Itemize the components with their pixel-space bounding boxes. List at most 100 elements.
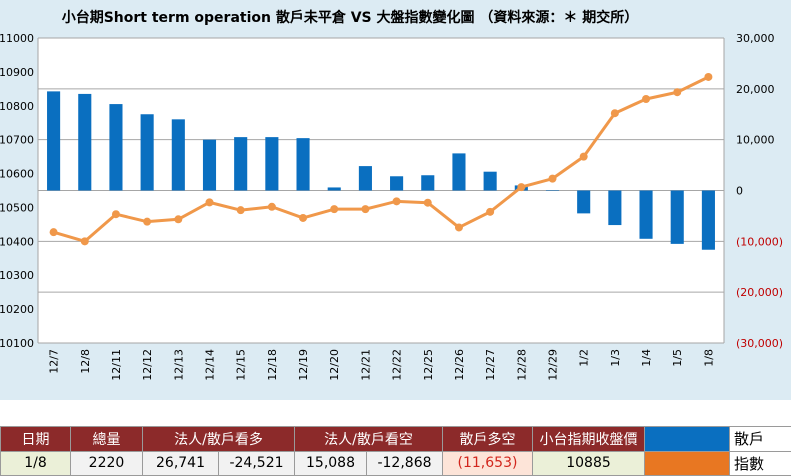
- x-tick-label: 1/5: [671, 349, 684, 367]
- index-point: [143, 217, 152, 226]
- x-tick-label: 12/12: [141, 349, 154, 381]
- index-point: [642, 95, 651, 103]
- right-tick-label: 10,000: [736, 134, 775, 147]
- x-tick-label: 12/25: [422, 349, 435, 381]
- bar: [47, 91, 61, 191]
- x-tick-label: 12/15: [235, 349, 248, 381]
- chart-svg: 11000 10900 10800 10700 10600 10500 10400 10300…: [0, 32, 783, 381]
- index-point: [174, 215, 183, 224]
- header-net: 散戶多空: [442, 426, 533, 452]
- bar: [358, 166, 372, 191]
- bar: [701, 190, 715, 250]
- data-table: 日期 總量 法人/散戶看多 法人/散戶看空 散戶多空 小台指期收盤價 散戶 1/…: [0, 426, 791, 476]
- bar: [390, 176, 404, 191]
- bar: [670, 190, 684, 244]
- index-point: [517, 183, 526, 192]
- cell-long-inst: 26,741: [142, 450, 219, 476]
- left-tick-label: 10600: [0, 168, 34, 181]
- bar: [452, 153, 466, 191]
- x-tick-label: 12/19: [297, 349, 310, 381]
- bar: [234, 137, 248, 191]
- index-point: [299, 213, 308, 222]
- x-tick-label: 12/26: [453, 349, 466, 381]
- legend-label-index: 指數: [729, 450, 791, 476]
- cell-net: (11,653): [442, 450, 533, 476]
- x-tick-label: 12/29: [547, 349, 560, 381]
- cell-short-retail: -12,868: [366, 450, 443, 476]
- index-point: [49, 228, 58, 237]
- left-tick-label: 10100: [0, 337, 34, 350]
- right-tick-label: 30,000: [736, 32, 775, 45]
- x-tick-label: 1/2: [578, 349, 591, 367]
- index-point: [111, 210, 120, 219]
- bar: [608, 190, 622, 226]
- bar: [296, 138, 310, 191]
- x-tick-label: 12/21: [359, 349, 372, 381]
- header-short: 法人/散戶看空: [294, 426, 443, 452]
- header-date: 日期: [0, 426, 71, 452]
- bar: [545, 190, 560, 191]
- left-tick-label: 10400: [0, 235, 34, 248]
- index-point: [423, 198, 432, 207]
- right-tick-label: (20,000): [736, 286, 783, 299]
- index-point: [236, 206, 245, 215]
- x-tick-label: 12/22: [391, 349, 404, 381]
- legend-swatch-index: [644, 450, 730, 476]
- x-tick-label: 12/11: [110, 349, 123, 381]
- index-point: [361, 205, 370, 214]
- x-tick-label: 12/8: [79, 349, 92, 374]
- x-tick-label: 12/7: [48, 349, 61, 374]
- bar: [171, 119, 185, 191]
- bar: [327, 187, 341, 191]
- left-tick-label: 10500: [0, 201, 34, 214]
- header-close: 小台指期收盤價: [532, 426, 645, 452]
- left-tick-label: 10700: [0, 134, 34, 147]
- bar: [577, 190, 591, 214]
- x-tick-label: 1/3: [609, 349, 622, 367]
- x-tick-label: 12/14: [204, 349, 217, 381]
- x-tick-label: 12/13: [172, 349, 185, 381]
- header-long: 法人/散戶看多: [142, 426, 295, 452]
- x-tick-label: 12/28: [515, 349, 528, 381]
- right-tick-label: 0: [736, 185, 743, 198]
- cell-short-inst: 15,088: [294, 450, 367, 476]
- index-line: [53, 75, 710, 243]
- left-tick-label: 10900: [0, 66, 34, 79]
- cell-long-retail: -24,521: [218, 450, 295, 476]
- right-tick-label: (30,000): [736, 337, 783, 350]
- bar: [109, 104, 123, 191]
- bar: [202, 139, 217, 191]
- bar: [265, 137, 279, 191]
- left-tick-label: 10800: [0, 100, 34, 113]
- x-tick-label: 12/20: [328, 349, 341, 381]
- index-point: [704, 72, 713, 81]
- bar: [78, 93, 92, 191]
- index-point: [80, 237, 89, 246]
- bar: [140, 114, 154, 191]
- bar: [639, 190, 653, 239]
- x-tick-label: 12/18: [266, 349, 279, 381]
- left-tick-label: 10200: [0, 303, 34, 316]
- cell-date: 1/8: [0, 450, 71, 476]
- bar: [421, 175, 435, 191]
- index-point: [548, 174, 557, 183]
- index-point: [205, 198, 214, 207]
- left-tick-label: 11000: [0, 32, 34, 45]
- legend-swatch-retail: [644, 426, 730, 452]
- index-point: [454, 223, 463, 232]
- bar: [483, 171, 497, 191]
- chart-panel: 11000 10900 10800 10700 10600 10500 10400 10300…: [0, 0, 791, 400]
- chart-title: 小台期Short term operation 散戶未平倉 VS 大盤指數變化圖…: [61, 10, 639, 26]
- index-point: [579, 152, 588, 161]
- index-point: [267, 202, 276, 211]
- x-tick-label: 12/27: [484, 349, 497, 381]
- cell-close: 10885: [532, 450, 645, 476]
- index-point: [486, 207, 495, 216]
- left-tick-label: 10300: [0, 269, 34, 282]
- index-point: [673, 88, 682, 97]
- legend-label-retail: 散戶: [729, 426, 791, 452]
- index-point: [330, 205, 339, 214]
- x-tick-label: 1/4: [640, 349, 653, 367]
- x-tick-label: 1/8: [702, 349, 715, 367]
- right-tick-label: (10,000): [736, 235, 783, 248]
